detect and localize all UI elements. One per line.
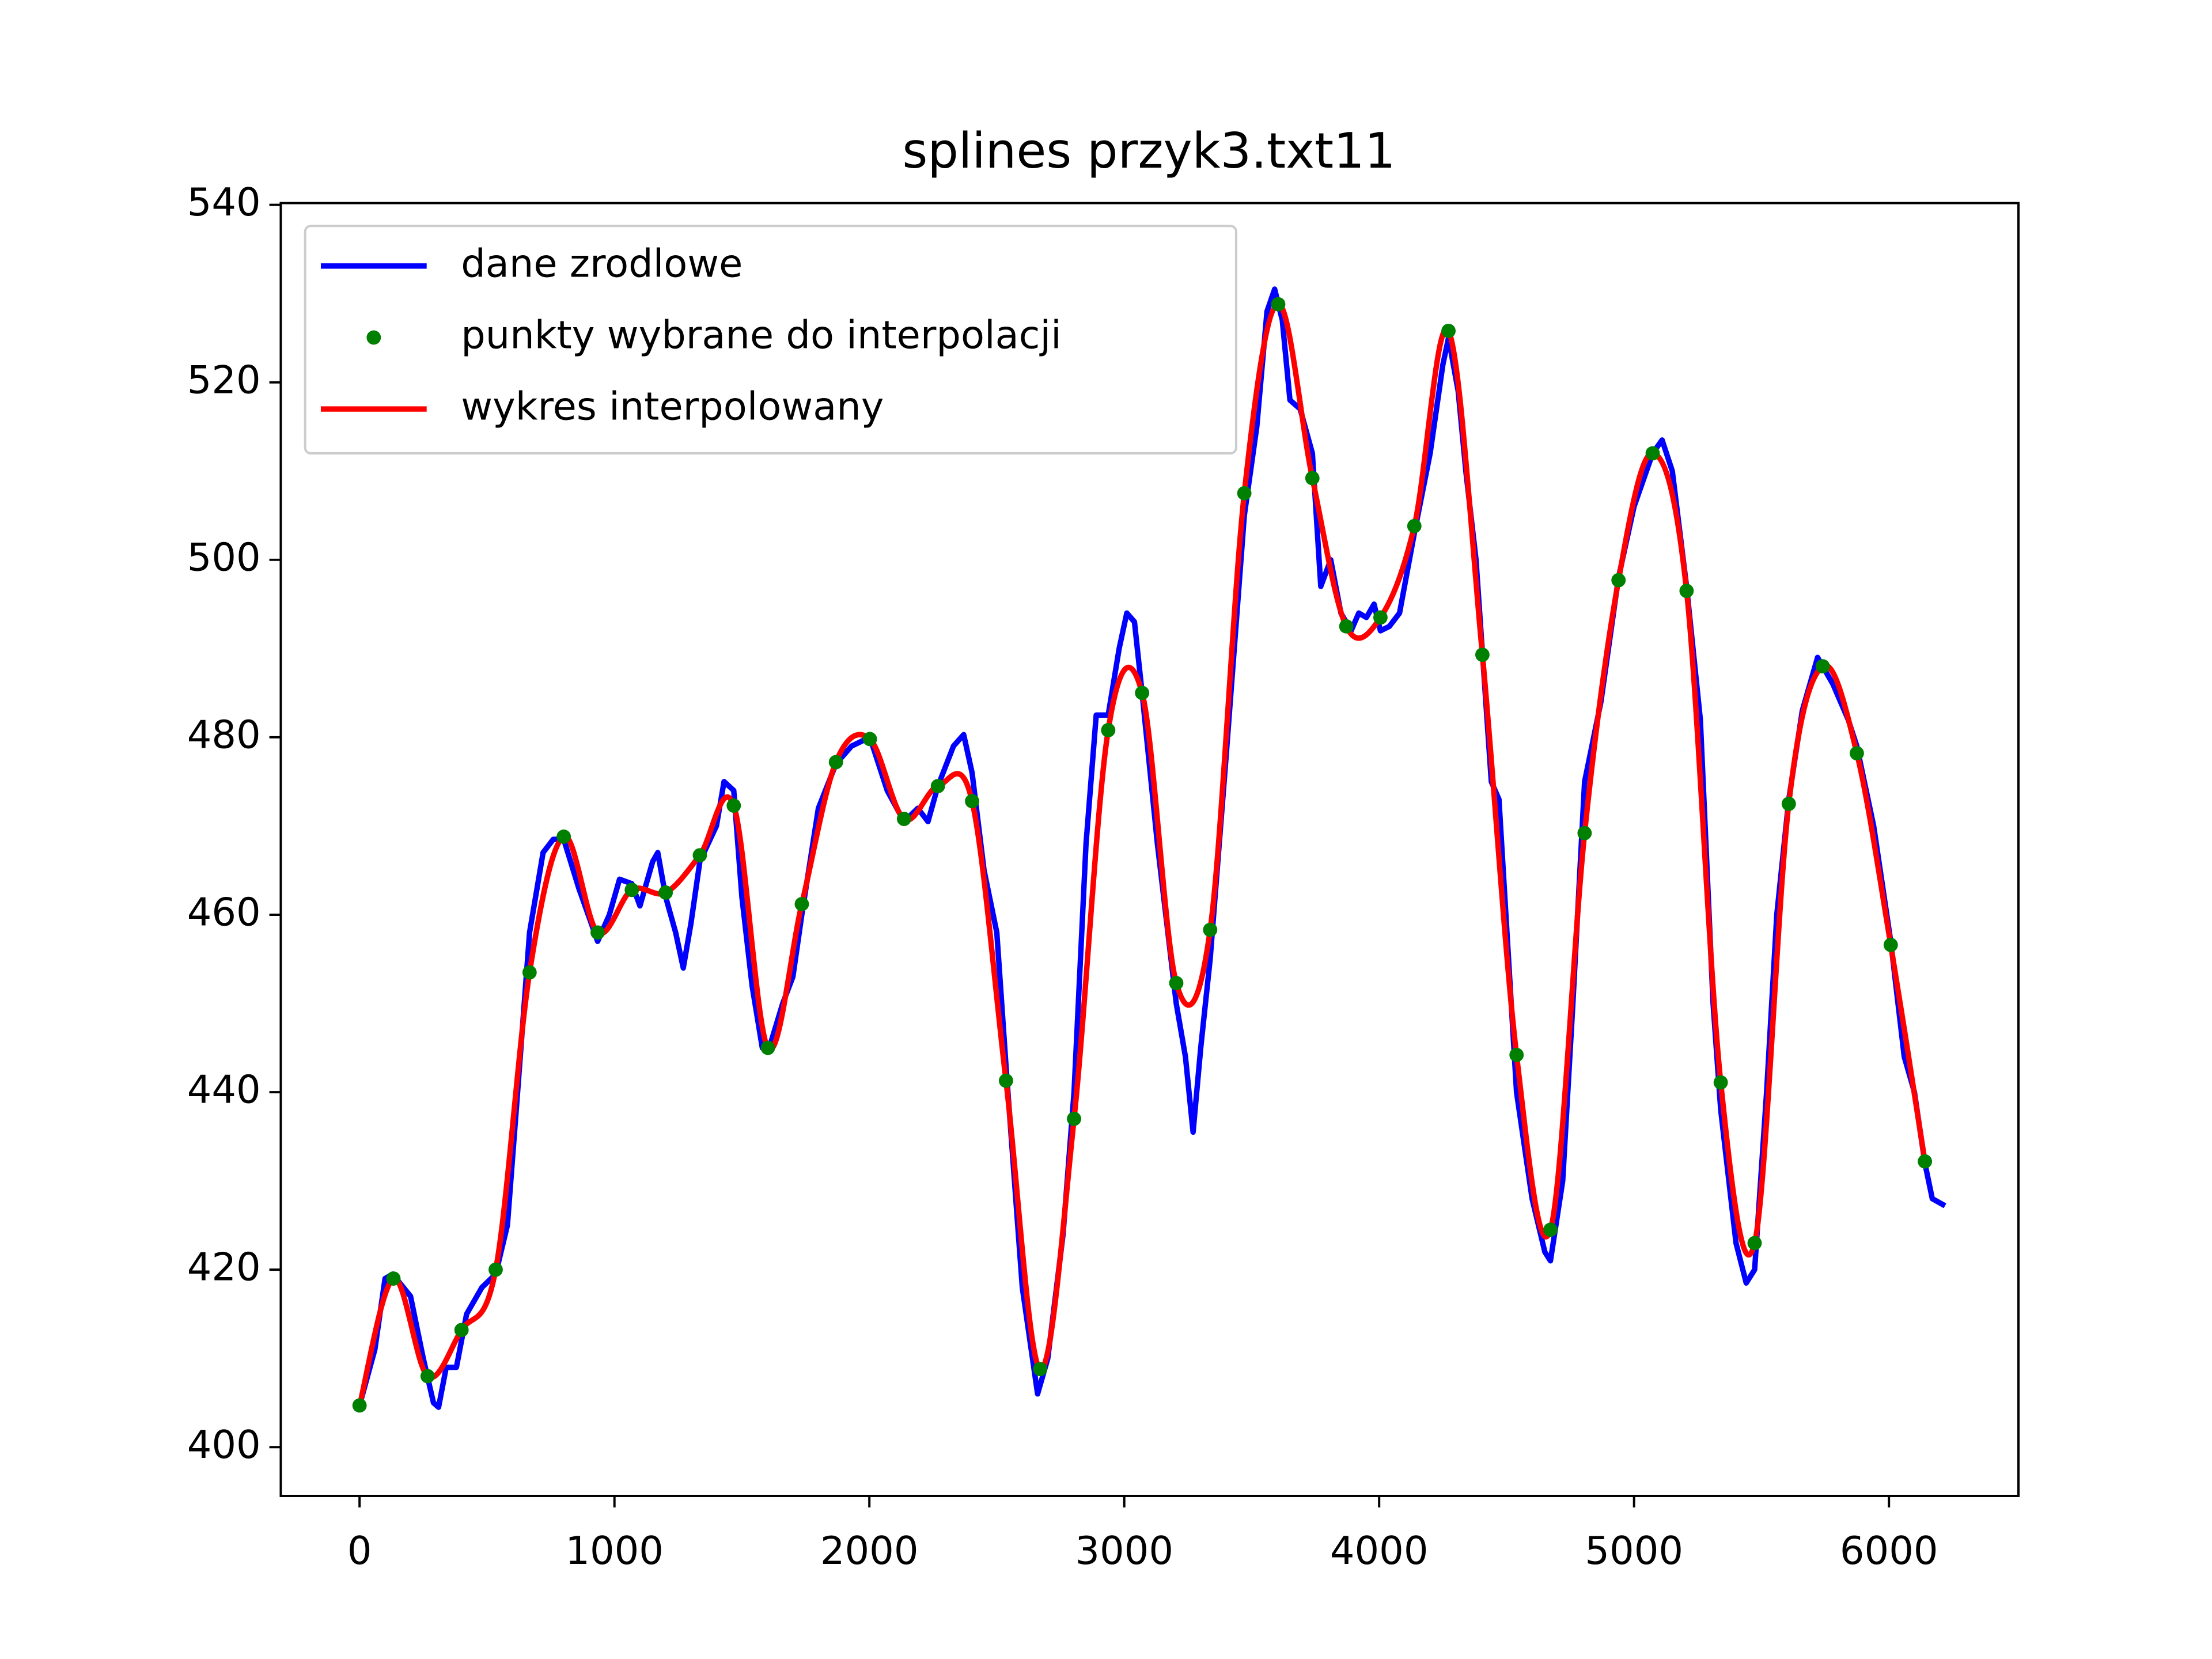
- data-point: [1033, 1362, 1048, 1377]
- data-point: [1339, 619, 1354, 634]
- data-point: [352, 1398, 367, 1413]
- data-point: [965, 794, 979, 809]
- x-tick-label: 0: [347, 1528, 372, 1573]
- x-tick-label: 2000: [820, 1528, 919, 1573]
- data-point: [488, 1262, 503, 1277]
- plot-area: [352, 286, 1946, 1413]
- data-point: [1645, 446, 1660, 461]
- data-point: [1679, 584, 1694, 599]
- y-tick-label: 440: [187, 1067, 261, 1112]
- data-point: [420, 1369, 435, 1384]
- x-tick-label: 4000: [1330, 1528, 1429, 1573]
- x-tick-label: 6000: [1840, 1528, 1938, 1573]
- data-point: [1169, 976, 1184, 991]
- legend-label: dane zrodlowe: [461, 241, 743, 286]
- data-point: [760, 1040, 775, 1055]
- series-line: [357, 286, 1946, 1410]
- y-tick-label: 480: [187, 712, 261, 757]
- y-tick-label: 500: [187, 535, 261, 579]
- legend-box: [304, 225, 1237, 455]
- data-point: [1135, 685, 1150, 700]
- y-tick-label: 420: [187, 1245, 261, 1290]
- data-point: [1441, 323, 1456, 338]
- data-point: [1509, 1047, 1524, 1062]
- data-point: [1475, 647, 1490, 662]
- data-point: [1237, 486, 1252, 501]
- data-point: [1918, 1154, 1933, 1169]
- data-point: [658, 885, 673, 900]
- data-point: [896, 812, 911, 827]
- legend-label: punkty wybrane do interpolacji: [461, 312, 1061, 357]
- data-point: [1203, 922, 1218, 937]
- legend-marker: [366, 330, 381, 345]
- data-point: [1611, 573, 1626, 588]
- data-point: [454, 1323, 469, 1338]
- y-tick-label: 400: [187, 1422, 261, 1467]
- data-point: [1747, 1236, 1762, 1251]
- data-point: [692, 848, 707, 863]
- y-tick-label: 520: [187, 357, 261, 402]
- data-point: [590, 925, 605, 940]
- data-point: [1101, 723, 1116, 737]
- data-point: [998, 1073, 1013, 1088]
- data-point: [1815, 659, 1830, 674]
- x-tick-label: 1000: [565, 1528, 664, 1573]
- data-point: [1305, 471, 1320, 486]
- data-point: [556, 830, 571, 844]
- data-point: [1543, 1222, 1558, 1237]
- y-tick-label: 460: [187, 890, 261, 935]
- data-point: [1577, 825, 1592, 840]
- data-point: [1373, 610, 1388, 625]
- data-point: [1067, 1111, 1081, 1126]
- data-point: [1781, 797, 1796, 811]
- data-point: [386, 1271, 401, 1286]
- x-tick-label: 5000: [1585, 1528, 1683, 1573]
- data-point: [522, 965, 537, 980]
- data-point: [862, 732, 877, 747]
- data-point: [1883, 937, 1898, 952]
- data-point: [1271, 297, 1286, 312]
- series-line: [357, 301, 1928, 1407]
- axes-frame: [279, 202, 2020, 1497]
- data-point: [1713, 1075, 1728, 1090]
- x-tick-label: 3000: [1075, 1528, 1173, 1573]
- data-point: [624, 882, 639, 897]
- y-tick-label: 540: [187, 180, 261, 225]
- data-point: [828, 755, 843, 770]
- legend-label: wykres interpolowany: [461, 384, 884, 429]
- chart-title: splines przyk3.txt11: [902, 123, 1395, 179]
- data-point: [1850, 746, 1864, 761]
- data-point: [1407, 518, 1422, 533]
- data-point: [726, 798, 741, 813]
- data-point: [930, 779, 945, 794]
- data-point: [794, 897, 809, 911]
